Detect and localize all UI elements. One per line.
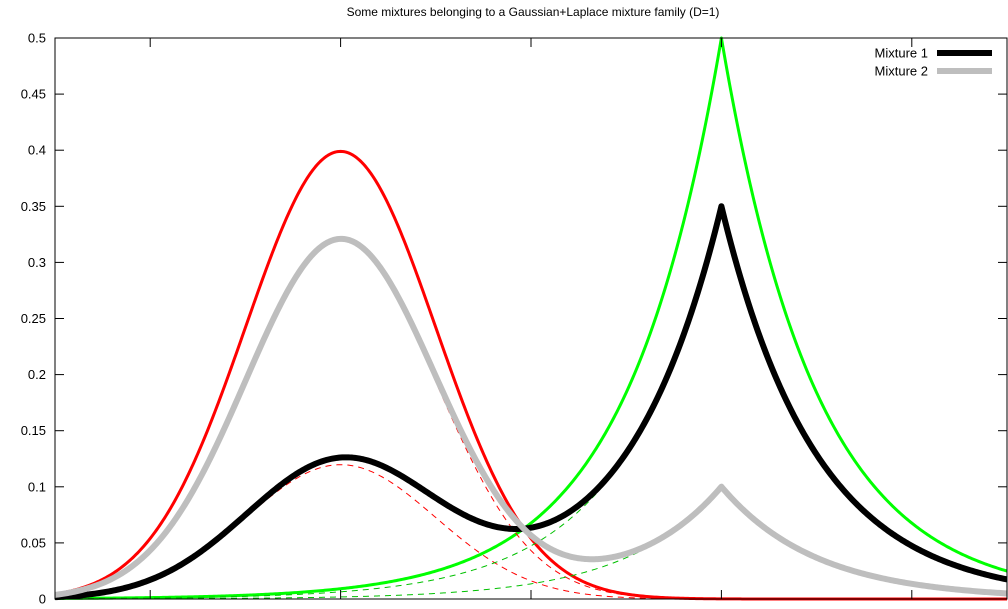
component-curve-solid — [54, 36, 1008, 600]
y-tick-label: 0.05 — [21, 535, 46, 550]
x-tick-label: 4 — [908, 606, 915, 609]
x-tick-label: 2 — [718, 606, 725, 609]
y-tick-label: 0.35 — [21, 199, 46, 214]
x-tick-label: 0 — [527, 606, 534, 609]
y-tick-label: 0.2 — [28, 367, 46, 382]
y-tick-label: 0 — [39, 592, 46, 607]
mixture-1-curve-thick — [53, 203, 1008, 601]
y-tick-label: 0.5 — [28, 31, 46, 46]
y-tick-label: 0.3 — [28, 255, 46, 270]
y-tick-label: 0.25 — [21, 311, 46, 326]
component-curve-dashed — [55, 486, 1008, 600]
y-tick-label: 0.15 — [21, 423, 46, 438]
chart-title: Some mixtures belonging to a Gaussian+La… — [347, 5, 720, 19]
y-tick-label: 0.1 — [28, 479, 46, 494]
legend: Mixture 1 Mixture 2 — [875, 46, 992, 79]
legend-label: Mixture 2 — [875, 64, 928, 79]
y-tick-label: 0.45 — [21, 87, 46, 102]
axes: -4 -2 0 2 4 0 0.05 0.1 0.15 0.2 0.25 0.3 0.35 0.4 0.45… — [21, 31, 1007, 609]
x-tick-label: -2 — [335, 606, 347, 609]
y-tick-label: 0.4 — [28, 143, 46, 158]
legend-label: Mixture 1 — [875, 46, 928, 61]
x-tick-label: -4 — [144, 606, 156, 609]
plot-area — [53, 36, 1008, 601]
mixture-2-curve-thick — [53, 235, 1008, 598]
component-curve-dashed — [54, 240, 1007, 600]
